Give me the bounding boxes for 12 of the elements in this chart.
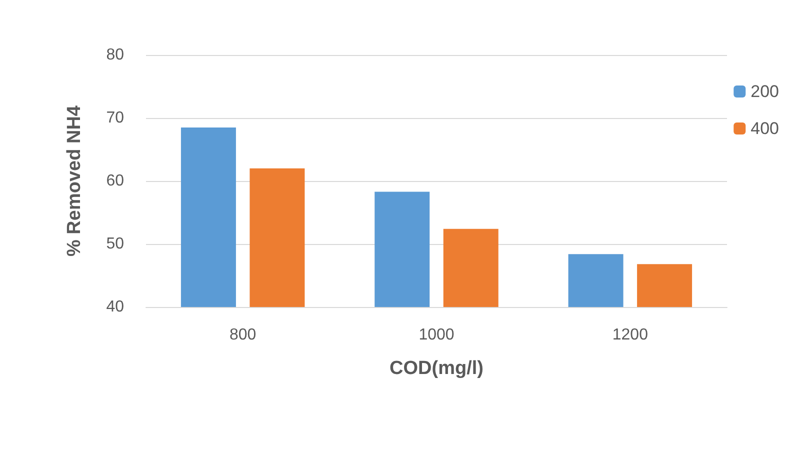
x-axis-title: COD(mg/l) — [390, 358, 484, 379]
y-axis-title: % Removed NH4 — [64, 105, 85, 256]
legend-label: 200 — [750, 82, 780, 101]
x-tick-label: 1000 — [418, 326, 454, 344]
legend-label: 400 — [750, 119, 780, 138]
x-tick-label: 800 — [229, 326, 256, 344]
y-tick-label: 80 — [106, 46, 124, 64]
y-tick-label: 50 — [106, 236, 124, 252]
x-tick-label: 1200 — [612, 326, 648, 344]
y-tick-label: 70 — [106, 110, 124, 126]
y-tick-label: 40 — [106, 298, 124, 316]
y-tick-label: 60 — [106, 172, 124, 190]
